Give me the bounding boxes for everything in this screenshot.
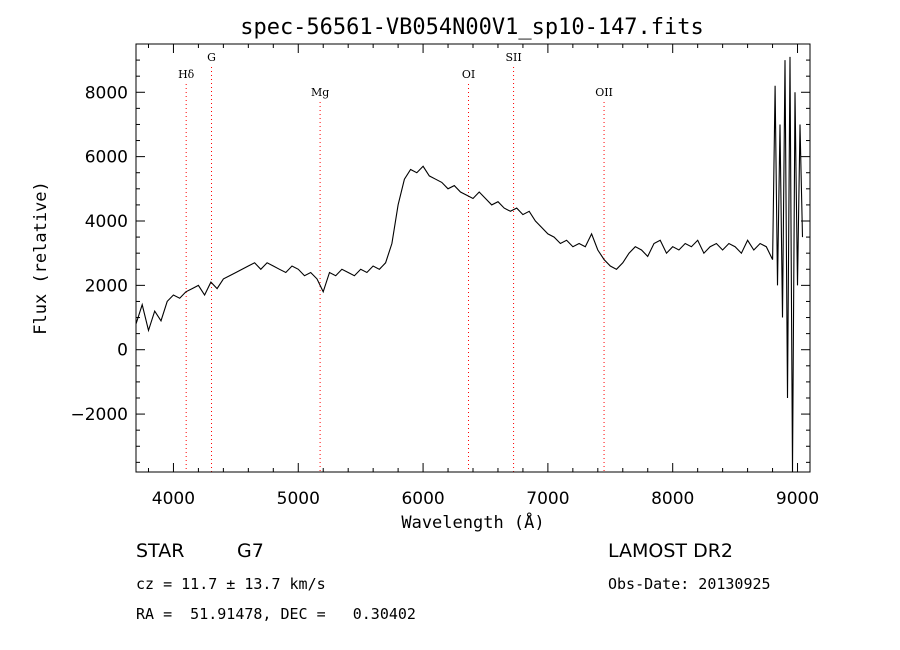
marker-label: G — [207, 51, 216, 64]
x-tick-label: 6000 — [401, 489, 444, 509]
chart-title: spec-56561-VB054N00V1_sp10-147.fits — [240, 15, 704, 40]
x-tick-label: 7000 — [526, 489, 569, 509]
x-tick-label: 4000 — [152, 489, 195, 509]
y-tick-label: 0 — [117, 341, 128, 361]
emission-line-markers: Hδ G Mg OI SII OII — [178, 51, 613, 472]
x-tick-label: 9000 — [776, 489, 819, 509]
marker-label: Mg — [311, 86, 329, 99]
y-tick-label: 2000 — [85, 276, 128, 296]
object-class: STAR — [136, 540, 185, 562]
observation-date: Obs-Date: 20130925 — [608, 575, 771, 593]
y-axis-label: Flux (relative) — [31, 181, 51, 335]
spectrum-line — [135, 56, 804, 473]
ra-dec-coordinates: RA = 51.91478, DEC = 0.30402 — [136, 605, 416, 623]
x-axis-label: Wavelength (Å) — [401, 511, 544, 533]
x-tick-label: 5000 — [277, 489, 320, 509]
y-tick-labels: −2000 0 2000 4000 6000 8000 — [70, 83, 128, 425]
marker-label: Hδ — [178, 68, 195, 81]
y-tick-label: 8000 — [85, 83, 128, 103]
object-subclass: G7 — [237, 540, 264, 562]
y-tick-label: 4000 — [85, 212, 128, 232]
axis-ticks — [136, 44, 810, 472]
redshift-cz: cz = 11.7 ± 13.7 km/s — [136, 575, 326, 593]
marker-label: OII — [595, 86, 613, 99]
x-tick-label: 8000 — [651, 489, 694, 509]
marker-label: OI — [462, 68, 475, 81]
plot-frame — [135, 43, 811, 473]
y-tick-label: −2000 — [70, 405, 128, 425]
survey-label: LAMOST DR2 — [608, 540, 733, 562]
y-tick-label: 6000 — [85, 148, 128, 168]
x-tick-labels: 4000 5000 6000 7000 8000 9000 — [152, 489, 819, 509]
marker-label: SII — [505, 51, 521, 64]
